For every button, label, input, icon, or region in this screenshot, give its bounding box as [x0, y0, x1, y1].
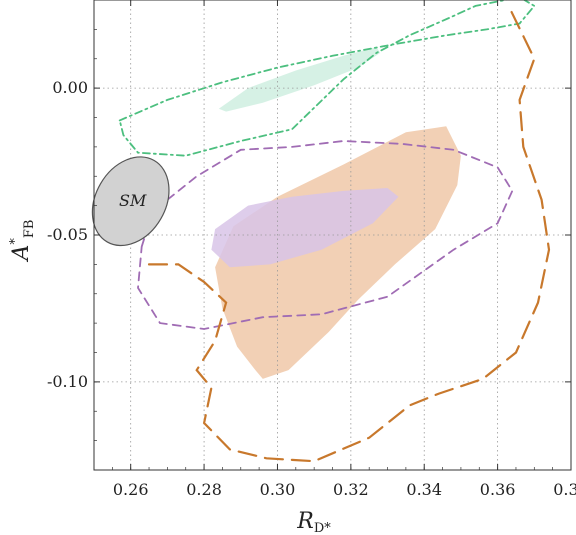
x-tick-label-4: 0.34 — [406, 480, 442, 499]
x-axis-label-subscript: D* — [314, 521, 331, 535]
contour-region-0 — [218, 47, 381, 112]
y-axis-label-subscript: FB — [22, 220, 37, 239]
x-tick-label-0: 0.26 — [113, 480, 149, 499]
y-axis-label-superscript: * — [8, 238, 23, 245]
tick-layer: 0.26 0.28 0.30 0.32 0.34 0.36 0.38 0.00 -0.05 -0.… — [47, 0, 576, 499]
y-tick-label-1: -0.05 — [47, 225, 88, 244]
contour-region-2 — [211, 188, 399, 268]
sm-ellipse — [91, 156, 170, 247]
sm-annotation: SM — [119, 191, 147, 210]
contour-line-5 — [147, 4, 551, 463]
sm-layer — [91, 156, 170, 247]
y-axis-label: A*FB — [8, 220, 37, 263]
x-tick-label-6: 0.38 — [553, 480, 576, 499]
contour-line-4 — [137, 140, 514, 330]
x-tick-label-3: 0.32 — [333, 480, 369, 499]
y-tick-label-0: 0.00 — [52, 78, 88, 97]
y-tick-label-2: -0.10 — [47, 372, 88, 391]
x-tick-label-1: 0.28 — [186, 480, 222, 499]
x-axis-label: RD* — [296, 509, 331, 535]
x-axis-label-main: R — [296, 509, 314, 534]
y-axis-label-main: A — [9, 245, 34, 263]
x-tick-label-2: 0.30 — [260, 480, 296, 499]
x-tick-label-5: 0.36 — [480, 480, 516, 499]
fill-layer — [211, 47, 461, 379]
